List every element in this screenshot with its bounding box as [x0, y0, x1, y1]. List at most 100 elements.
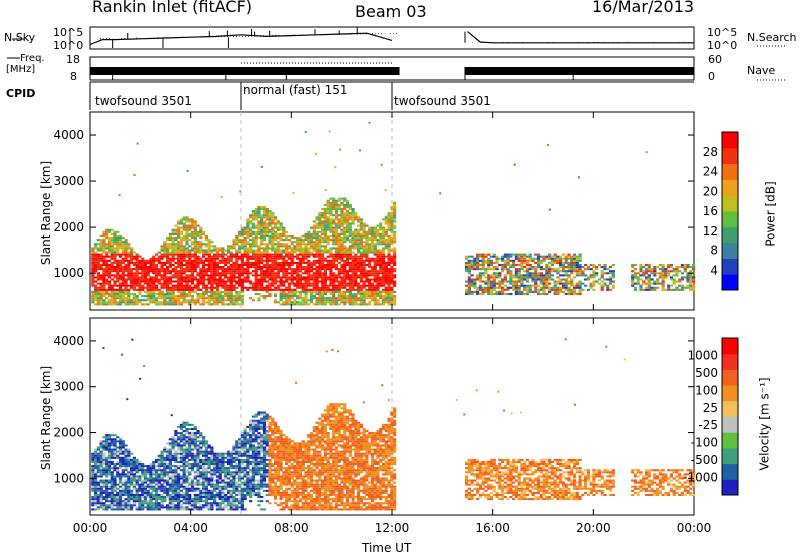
power-cell — [244, 272, 247, 274]
power-cell — [257, 247, 260, 249]
power-cell — [307, 247, 310, 249]
power-cell — [280, 297, 283, 299]
power-cell — [393, 218, 396, 220]
power-cell — [313, 247, 316, 249]
power-cell — [113, 289, 116, 291]
power-cell — [100, 245, 103, 247]
power-cell — [498, 293, 501, 295]
power-cell — [227, 260, 230, 262]
power-cell — [576, 264, 579, 266]
velocity-cell — [102, 461, 105, 463]
power-cell — [363, 229, 366, 231]
power-cell — [232, 254, 235, 256]
power-cell — [612, 287, 615, 289]
power-cell — [318, 276, 321, 278]
power-cell — [122, 243, 125, 245]
power-cell — [351, 283, 354, 285]
power-cell — [393, 231, 396, 233]
power-cell — [291, 291, 294, 293]
power-cell — [277, 266, 280, 268]
velocity-cell — [105, 467, 108, 469]
power-cell — [653, 270, 656, 272]
power-cell — [346, 297, 349, 299]
power-cell — [321, 268, 324, 270]
power-cell — [205, 268, 208, 270]
power-cell — [374, 260, 377, 262]
power-cell — [360, 270, 363, 272]
power-cell — [282, 258, 285, 260]
power-cell — [379, 243, 382, 245]
power-colorbar-tick: 4 — [710, 263, 718, 277]
power-cell — [105, 262, 108, 264]
power-cell — [354, 214, 357, 216]
power-cell — [338, 218, 341, 220]
power-cell — [556, 293, 559, 295]
velocity-cell — [133, 467, 136, 469]
velocity-cell — [100, 453, 103, 455]
power-cell — [188, 220, 191, 222]
power-cell — [216, 247, 219, 249]
power-cell — [249, 233, 252, 235]
power-cell — [108, 229, 111, 231]
power-cell — [612, 270, 615, 272]
power-cell — [495, 258, 498, 260]
power-cell — [299, 295, 302, 297]
power-cell — [365, 297, 368, 299]
power-cell — [111, 243, 114, 245]
power-cell — [196, 278, 199, 280]
power-cell — [296, 243, 299, 245]
power-cell — [393, 274, 396, 276]
power-cell — [554, 258, 557, 260]
power-cell — [659, 283, 662, 285]
power-cell — [393, 291, 396, 293]
power-cell — [493, 272, 496, 274]
power-cell — [221, 247, 224, 249]
power-cell — [291, 283, 294, 285]
power-cell — [241, 295, 244, 297]
power-cell — [376, 260, 379, 262]
power-cell — [266, 264, 269, 266]
velocity-cell — [127, 494, 130, 496]
power-cell — [274, 227, 277, 229]
power-cell — [108, 247, 111, 249]
power-cell — [105, 254, 108, 256]
power-cell — [293, 293, 296, 295]
power-cell — [338, 243, 341, 245]
power-cell — [210, 283, 213, 285]
power-cell — [332, 287, 335, 289]
power-cell — [102, 276, 105, 278]
power-cell — [102, 264, 105, 266]
power-cell — [349, 264, 352, 266]
power-cell — [393, 276, 396, 278]
power-cell — [473, 287, 476, 289]
power-cell — [554, 291, 557, 293]
power-cell — [296, 301, 299, 303]
power-cell — [340, 208, 343, 210]
power-cell — [315, 252, 318, 254]
power-cell — [368, 233, 371, 235]
power-cell — [307, 268, 310, 270]
power-cell — [390, 270, 393, 272]
power-cell — [667, 266, 670, 268]
power-cell — [343, 214, 346, 216]
power-cell — [335, 202, 338, 204]
power-cell — [282, 281, 285, 283]
power-cell — [387, 262, 390, 264]
power-cell — [244, 268, 247, 270]
power-cell — [274, 283, 277, 285]
power-cell — [554, 262, 557, 264]
power-cell — [122, 260, 125, 262]
power-cell — [213, 283, 216, 285]
power-cell — [374, 254, 377, 256]
power-cell — [385, 278, 388, 280]
power-cell — [645, 268, 648, 270]
power-cell — [376, 287, 379, 289]
power-cell — [310, 233, 313, 235]
power-cell — [94, 245, 97, 247]
power-cell — [122, 297, 125, 299]
power-cell — [351, 220, 354, 222]
power-cell — [518, 291, 521, 293]
power-cell — [346, 260, 349, 262]
power-cell — [210, 274, 213, 276]
power-cell — [664, 276, 667, 278]
